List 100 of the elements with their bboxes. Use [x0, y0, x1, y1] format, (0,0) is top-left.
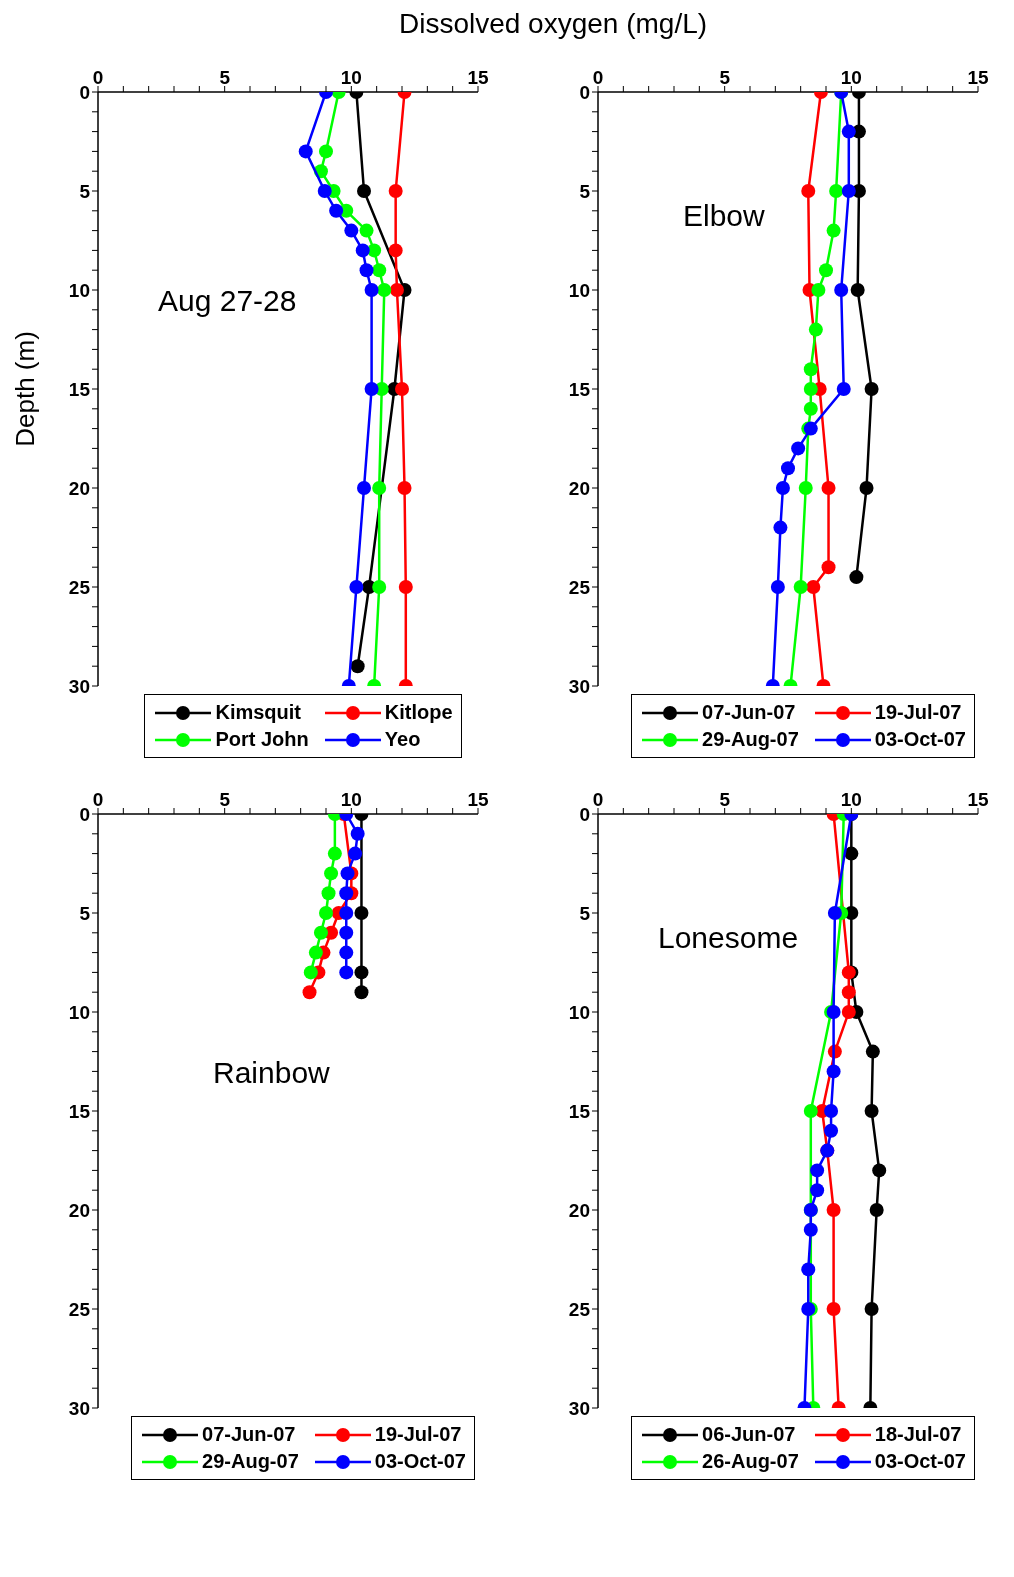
- point: [841, 985, 856, 1000]
- y-tick-label: 15: [68, 1100, 91, 1122]
- point: [339, 925, 354, 940]
- x-tick-label: 15: [467, 67, 489, 88]
- point: [388, 243, 403, 258]
- point: [859, 481, 874, 495]
- point: [359, 263, 374, 278]
- legend-label: 06-Jun-07: [702, 1423, 796, 1446]
- point: [367, 243, 382, 258]
- y-tick-label: 10: [568, 1001, 590, 1023]
- point: [395, 382, 409, 396]
- x-axis-title: Dissolved oxygen (mg/L): [397, 8, 709, 41]
- x-tick-label: 15: [967, 789, 989, 810]
- y-tick-label: 10: [568, 279, 590, 301]
- point: [798, 481, 813, 495]
- point: [388, 184, 403, 198]
- annotation: Aug 27-28: [158, 284, 297, 318]
- y-tick-label: 15: [68, 378, 91, 400]
- point: [850, 283, 865, 297]
- point: [810, 1163, 825, 1178]
- x-tick-label: 15: [967, 67, 989, 88]
- point: [864, 1302, 879, 1316]
- legend-label: 18-Jul-07: [874, 1423, 962, 1446]
- y-tick-label: 0: [79, 803, 90, 825]
- point: [344, 223, 359, 238]
- legend-label: 19-Jul-07: [374, 1423, 462, 1446]
- legend-label: 03-Oct-07: [374, 1450, 466, 1473]
- point: [849, 570, 864, 585]
- point: [801, 1262, 816, 1277]
- y-tick-label: 0: [579, 81, 590, 103]
- point: [806, 580, 821, 594]
- x-tick-label: 10: [840, 67, 862, 88]
- point: [372, 481, 387, 495]
- y-tick-label: 25: [68, 576, 91, 598]
- x-tick-label: 0: [592, 789, 604, 810]
- point: [354, 985, 369, 1000]
- legend-label: 29-Aug-07: [202, 1450, 299, 1473]
- y-tick-label: 15: [568, 1100, 591, 1122]
- y-tick-label: 20: [568, 1199, 590, 1221]
- x-tick-label: 10: [840, 789, 862, 810]
- x-tick-label: 5: [719, 789, 731, 810]
- point: [303, 965, 318, 980]
- point: [803, 362, 818, 377]
- point: [811, 283, 826, 297]
- x-tick-label: 5: [219, 789, 231, 810]
- y-tick-label: 25: [568, 576, 591, 598]
- x-tick-label: 15: [467, 789, 489, 810]
- point: [824, 1104, 839, 1118]
- point: [355, 243, 370, 258]
- point: [354, 906, 369, 920]
- point: [841, 1005, 856, 1019]
- point: [834, 283, 849, 297]
- point: [826, 1064, 841, 1079]
- point: [865, 1044, 880, 1059]
- point: [324, 866, 339, 881]
- point: [773, 520, 788, 535]
- y-tick-label: 25: [568, 1298, 591, 1320]
- x-tick-label: 0: [92, 67, 104, 88]
- y-tick-label: 5: [579, 180, 591, 202]
- y-tick-label: 15: [568, 378, 591, 400]
- y-tick-label: 5: [79, 180, 91, 202]
- point: [350, 659, 365, 674]
- y-tick-label: 20: [68, 477, 90, 499]
- y-tick-label: 25: [68, 1298, 91, 1320]
- point: [329, 203, 344, 218]
- legend-label: 29-Aug-07: [702, 728, 799, 751]
- point: [354, 965, 369, 980]
- point: [826, 1302, 841, 1316]
- legend-label: Port John: [215, 728, 309, 751]
- point: [348, 846, 363, 861]
- point: [841, 184, 856, 198]
- point: [389, 283, 404, 297]
- legend-label: Kitlope: [384, 701, 453, 724]
- annotation: Rainbow: [213, 1056, 330, 1090]
- annotation: Lonesome: [658, 921, 799, 955]
- point: [298, 144, 313, 159]
- point: [821, 560, 836, 575]
- point: [321, 886, 336, 901]
- point: [836, 382, 851, 396]
- point: [844, 846, 859, 861]
- point: [803, 1222, 818, 1237]
- point: [803, 401, 818, 416]
- y-tick-label: 5: [579, 902, 591, 924]
- point: [397, 481, 412, 495]
- point: [350, 826, 365, 841]
- y-tick-label: 0: [79, 81, 90, 103]
- x-tick-label: 10: [340, 789, 362, 810]
- point: [791, 441, 806, 456]
- point: [339, 906, 354, 920]
- point: [801, 184, 816, 198]
- legend-label: 07-Jun-07: [202, 1423, 296, 1446]
- point: [819, 263, 833, 278]
- y-tick-label: 0: [579, 803, 590, 825]
- point: [339, 965, 354, 980]
- x-tick-label: 0: [92, 789, 104, 810]
- point: [821, 481, 836, 495]
- point: [339, 945, 354, 960]
- point: [377, 283, 392, 297]
- point: [864, 1104, 879, 1118]
- point: [313, 925, 328, 940]
